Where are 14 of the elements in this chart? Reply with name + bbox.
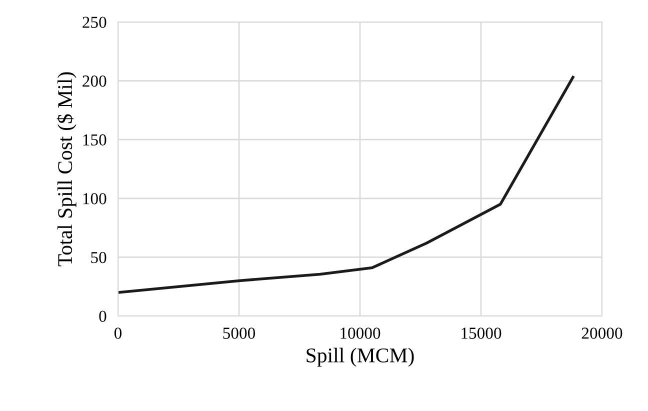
y-tick-label: 100 [83,193,106,204]
y-axis-title: Total Spill Cost ($ Mil) [56,72,76,266]
x-tick-label: 5000 [223,328,256,339]
y-tick-label: 150 [83,134,106,146]
x-tick-label: 10000 [340,328,380,339]
x-tick-label: 20000 [582,328,622,339]
y-tick-label: 200 [82,76,106,87]
y-tick-label: 0 [99,310,106,322]
y-tick-label: 50 [91,252,106,264]
x-tick-label: 15000 [462,328,502,339]
x-tick-label: 0 [114,328,122,339]
y-tick-label: 250 [82,16,106,28]
x-axis-title: Spill (MCM) [306,348,414,367]
line-series [118,76,574,294]
